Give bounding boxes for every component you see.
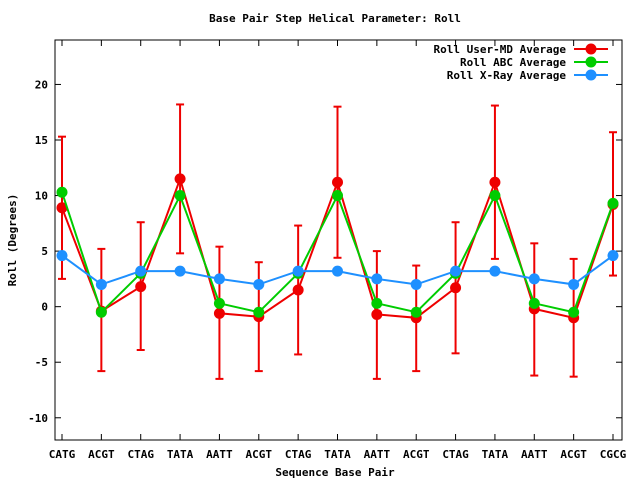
error-bars	[58, 103, 617, 380]
x-tick-label: ACGT	[560, 448, 587, 461]
x-tick-label: AATT	[364, 448, 391, 461]
data-point	[371, 273, 383, 285]
data-point	[56, 186, 68, 198]
plot-frame	[54, 39, 623, 441]
data-point	[174, 265, 186, 277]
data-point	[253, 306, 265, 318]
x-tick-label: CTAG	[127, 448, 154, 461]
data-point	[135, 265, 147, 277]
x-tick-label: CATG	[49, 448, 76, 461]
legend-marker	[585, 43, 597, 55]
x-tick-label: CTAG	[442, 448, 469, 461]
y-tick-label: 0	[41, 301, 48, 314]
x-axis-label: Sequence Base Pair	[275, 466, 395, 479]
y-axis-label: Roll (Degrees)	[6, 194, 19, 287]
x-tick-label: ACGT	[403, 448, 430, 461]
x-tick-label: AATT	[521, 448, 548, 461]
x-tick-label: TATA	[167, 448, 194, 461]
data-point	[371, 308, 383, 320]
data-point	[95, 306, 107, 318]
data-point	[410, 306, 422, 318]
y-tick-label: 15	[35, 134, 48, 147]
data-point	[135, 281, 147, 293]
x-tick-label: ACGT	[246, 448, 273, 461]
data-point	[607, 250, 619, 262]
data-point	[332, 176, 343, 188]
data-point	[332, 265, 343, 277]
x-tick-label: TATA	[482, 448, 509, 461]
data-point	[292, 265, 304, 277]
data-point	[489, 190, 501, 202]
data-point	[213, 297, 225, 309]
series-2	[56, 186, 619, 318]
axes: -10 -5 0 5 10 15 20 CATG ACGT CTAG TATA AATT ACGT CTA…	[28, 40, 627, 461]
legend-label: Roll X-Ray Average	[447, 69, 567, 82]
data-point	[450, 265, 462, 277]
x-tick-label: ACGT	[88, 448, 115, 461]
x-tick-label: TATA	[324, 448, 351, 461]
data-point	[56, 250, 68, 262]
data-point	[253, 278, 265, 290]
data-point	[489, 265, 501, 277]
legend-marker	[585, 69, 597, 81]
chart-title: Base Pair Step Helical Parameter: Roll	[209, 12, 461, 25]
data-point	[213, 307, 225, 319]
data-point	[332, 190, 343, 202]
data-point	[568, 278, 580, 290]
data-point	[292, 284, 304, 296]
data-point	[174, 173, 186, 185]
data-point	[489, 176, 501, 188]
y-tick-label: 20	[35, 78, 48, 91]
data-point	[528, 297, 540, 309]
data-point	[174, 190, 186, 202]
data-point	[450, 282, 462, 294]
data-point	[410, 278, 422, 290]
data-point	[528, 273, 540, 285]
x-tick-label: CTAG	[285, 448, 312, 461]
data-point	[95, 278, 107, 290]
y-tick-label: -10	[28, 412, 48, 425]
x-tick-label: AATT	[206, 448, 233, 461]
data-point	[213, 273, 225, 285]
legend-label: Roll User-MD Average	[434, 43, 567, 56]
data-point	[371, 297, 383, 309]
series-layer	[56, 103, 619, 380]
series-3	[56, 250, 619, 290]
legend-label: Roll ABC Average	[460, 56, 566, 69]
legend-marker	[585, 56, 597, 68]
y-tick-label: 10	[35, 190, 48, 203]
x-tick-label: CGCG	[600, 448, 627, 461]
data-point	[568, 306, 580, 318]
data-point	[56, 202, 68, 214]
y-tick-label: -5	[35, 356, 48, 369]
y-tick-label: 5	[41, 245, 48, 258]
data-point	[607, 197, 619, 209]
